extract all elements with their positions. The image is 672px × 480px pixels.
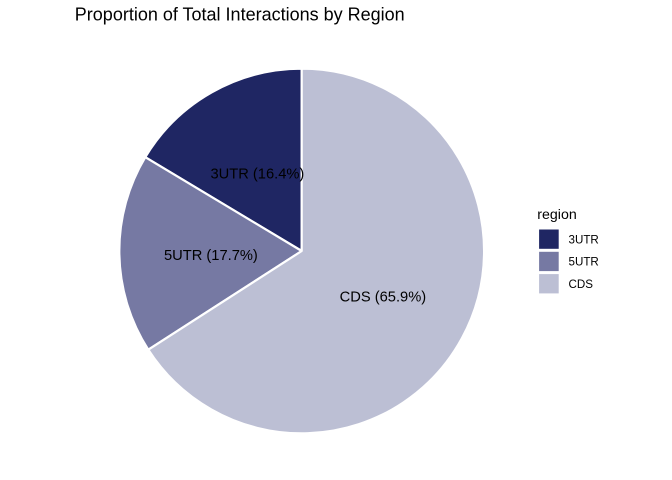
svg-text:5UTR (17.7%): 5UTR (17.7%) [164,248,258,264]
svg-text:CDS: CDS [569,278,594,291]
svg-text:3UTR (16.4%): 3UTR (16.4%) [210,166,304,182]
svg-text:3UTR: 3UTR [569,233,599,246]
svg-text:CDS (65.9%): CDS (65.9%) [340,290,427,306]
svg-text:Proportion of Total Interactio: Proportion of Total Interactions by Regi… [75,4,405,24]
svg-text:region: region [537,207,576,223]
svg-text:5UTR: 5UTR [569,256,599,269]
